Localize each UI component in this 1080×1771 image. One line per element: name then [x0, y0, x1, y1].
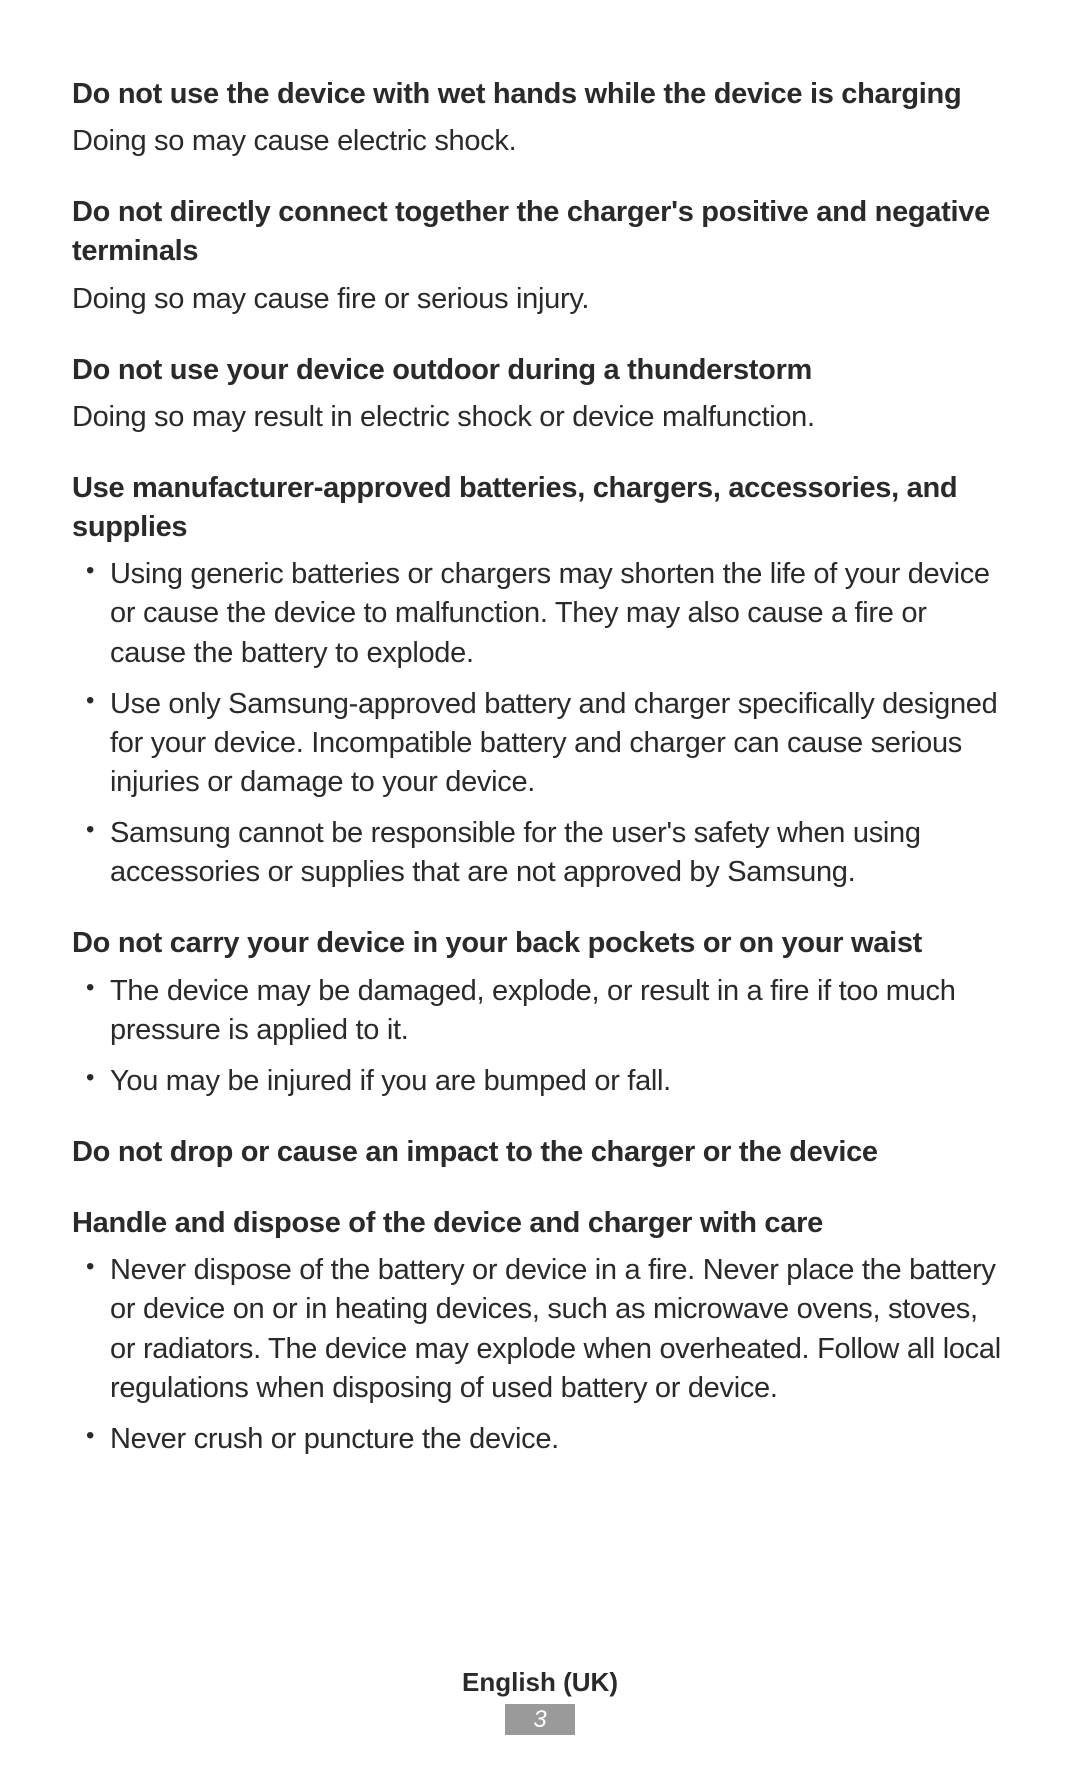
section-heading: Do not use your device outdoor during a …: [72, 351, 1008, 390]
page-footer: English (UK) 3: [0, 1667, 1080, 1735]
safety-section: Do not use your device outdoor during a …: [72, 351, 1008, 437]
section-heading: Do not directly connect together the cha…: [72, 193, 1008, 271]
section-heading: Use manufacturer-approved batteries, cha…: [72, 469, 1008, 547]
bullet-list: Never dispose of the battery or device i…: [72, 1251, 1008, 1459]
page-number-badge: 3: [505, 1704, 574, 1735]
bullet-list: The device may be damaged, explode, or r…: [72, 972, 1008, 1101]
section-text: Doing so may result in electric shock or…: [72, 398, 1008, 437]
bullet-item: You may be injured if you are bumped or …: [72, 1062, 1008, 1101]
safety-section: Do not use the device with wet hands whi…: [72, 75, 1008, 161]
safety-section: Handle and dispose of the device and cha…: [72, 1204, 1008, 1459]
section-heading: Handle and dispose of the device and cha…: [72, 1204, 1008, 1243]
section-text: Doing so may cause electric shock.: [72, 122, 1008, 161]
safety-section: Use manufacturer-approved batteries, cha…: [72, 469, 1008, 892]
section-text: Doing so may cause fire or serious injur…: [72, 280, 1008, 319]
bullet-item: Use only Samsung-approved battery and ch…: [72, 685, 1008, 802]
section-heading: Do not use the device with wet hands whi…: [72, 75, 1008, 114]
bullet-item: Using generic batteries or chargers may …: [72, 555, 1008, 672]
section-heading: Do not drop or cause an impact to the ch…: [72, 1133, 1008, 1172]
safety-section: Do not carry your device in your back po…: [72, 924, 1008, 1101]
bullet-item: Never crush or puncture the device.: [72, 1420, 1008, 1459]
bullet-item: Never dispose of the battery or device i…: [72, 1251, 1008, 1408]
section-heading: Do not carry your device in your back po…: [72, 924, 1008, 963]
bullet-item: Samsung cannot be responsible for the us…: [72, 814, 1008, 892]
bullet-list: Using generic batteries or chargers may …: [72, 555, 1008, 892]
safety-section: Do not drop or cause an impact to the ch…: [72, 1133, 1008, 1172]
footer-language: English (UK): [0, 1667, 1080, 1698]
bullet-item: The device may be damaged, explode, or r…: [72, 972, 1008, 1050]
safety-section: Do not directly connect together the cha…: [72, 193, 1008, 318]
